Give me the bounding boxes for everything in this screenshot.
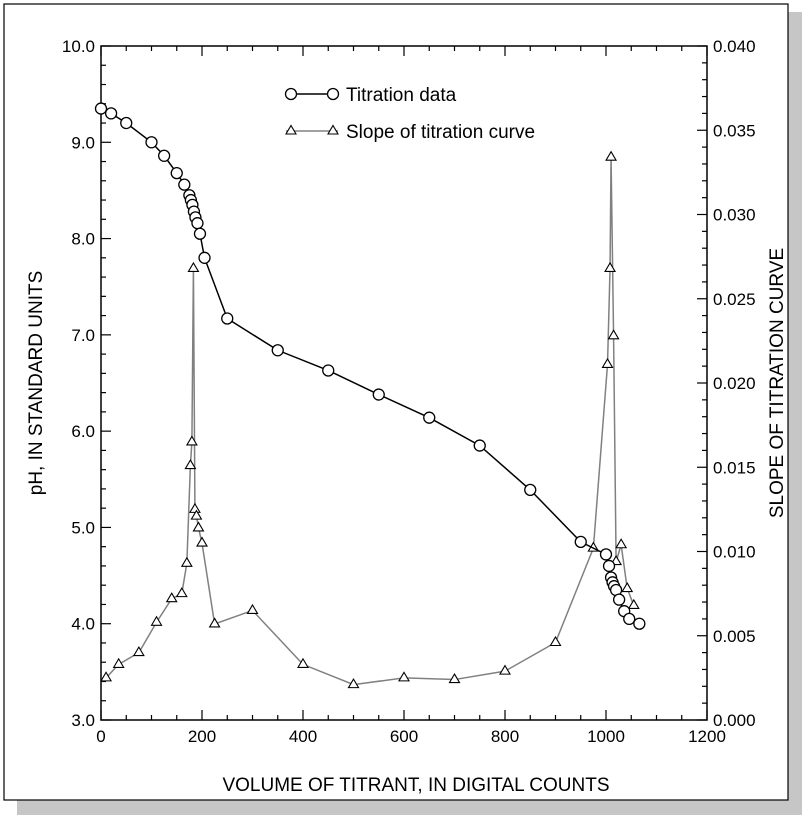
slope-point	[165, 592, 178, 603]
titration-point	[372, 388, 385, 401]
y2-tick-label: 0.015	[713, 458, 756, 477]
titration-point	[271, 344, 284, 357]
slope-point	[100, 671, 113, 682]
slope-point	[297, 657, 309, 668]
titration-point	[524, 483, 537, 497]
y-tick-label: 5.0	[71, 518, 95, 537]
legend: Titration data Slope of titration curve	[284, 85, 535, 143]
y2-tick-label: 0.030	[713, 206, 756, 225]
y2-tick-label: 0.000	[713, 711, 756, 730]
y2-tick-label: 0.025	[713, 290, 756, 309]
slope-point	[180, 556, 193, 567]
slope-point	[398, 671, 410, 682]
titration-point	[120, 116, 133, 130]
slope-point	[185, 435, 198, 446]
slope-point	[196, 536, 208, 547]
titration-point	[623, 612, 636, 626]
y-tick-label: 7.0	[71, 326, 95, 345]
titration-point	[473, 439, 486, 452]
frame-shadow-side	[788, 12, 802, 815]
y-tick-label: 10.0	[62, 37, 95, 56]
titration-point	[602, 559, 616, 573]
x-tick-label: 400	[289, 727, 317, 746]
y-tick-label: 6.0	[71, 422, 95, 441]
titration-point	[599, 548, 613, 561]
slope-point	[175, 587, 188, 598]
slope-point	[187, 261, 200, 272]
x-tick-labels: 0 200 400 600 800 1000 1200	[96, 727, 726, 746]
slope-point	[184, 458, 197, 470]
slope-series	[100, 150, 640, 689]
axis-ticks	[100, 45, 708, 721]
y2-tick-labels: 0.000 0.005 0.010 0.015 0.020 0.025 0.030 0.035…	[713, 37, 756, 730]
legend-label-titration: Titration data	[346, 85, 457, 106]
x-tick-label: 800	[491, 727, 519, 746]
y-tick-label: 8.0	[71, 230, 95, 249]
slope-point	[208, 617, 221, 628]
titration-point	[170, 166, 183, 180]
titration-point	[423, 411, 436, 424]
slope-point	[190, 509, 203, 520]
titration-point	[574, 535, 587, 549]
x-tick-label: 1000	[587, 727, 625, 746]
titration-point	[198, 251, 211, 264]
y2-tick-label: 0.010	[713, 543, 756, 562]
x-tick-label: 600	[390, 727, 418, 746]
slope-point	[615, 538, 628, 549]
titration-point	[633, 617, 646, 630]
y2-tick-label: 0.035	[713, 121, 756, 140]
y-axis-title: pH, IN STANDARD UNITS	[26, 271, 47, 496]
x-tick-label: 1200	[688, 727, 726, 746]
slope-point	[150, 615, 163, 626]
titration-point	[178, 178, 191, 191]
titration-point	[104, 107, 118, 120]
slope-point	[621, 581, 634, 593]
slope-point	[112, 657, 125, 668]
y2-tick-label: 0.020	[713, 374, 756, 393]
slope-point	[607, 329, 620, 340]
slope-point	[347, 678, 360, 689]
titration-point	[157, 149, 171, 162]
slope-point	[246, 603, 259, 615]
x-tick-label: 0	[96, 727, 105, 746]
x-axis-title: VOLUME OF TITRANT, IN DIGITAL COUNTS	[222, 775, 609, 796]
y-tick-label: 9.0	[71, 133, 95, 152]
titration-point	[145, 136, 158, 149]
titration-series	[94, 102, 646, 630]
titration-point	[191, 217, 204, 230]
x-tick-label: 200	[188, 727, 216, 746]
slope-point	[132, 646, 145, 657]
y2-tick-label: 0.005	[713, 627, 756, 646]
frame-shadow	[17, 800, 802, 815]
titration-point	[94, 102, 108, 115]
legend-item-titration: Titration data	[284, 85, 457, 106]
slope-point	[448, 672, 461, 684]
slope-point	[549, 635, 562, 647]
titration-point	[221, 312, 234, 325]
titration-point	[193, 227, 207, 240]
y2-axis-title: SLOPE OF TITRATION CURVE	[767, 248, 788, 518]
slope-point	[499, 664, 511, 675]
legend-item-slope: Slope of titration curve	[285, 122, 535, 143]
legend-label-slope: Slope of titration curve	[346, 122, 535, 143]
y-tick-labels: 3.0 4.0 5.0 6.0 7.0 8.0 9.0 10.0	[62, 37, 95, 730]
titration-point	[612, 593, 626, 606]
slope-point	[605, 150, 618, 161]
y-tick-label: 4.0	[71, 615, 95, 634]
titration-point	[322, 364, 335, 377]
y-tick-label: 3.0	[71, 711, 95, 730]
slope-point	[192, 521, 205, 532]
y2-tick-label: 0.040	[713, 37, 756, 56]
slope-point	[627, 598, 640, 609]
slope-point	[604, 261, 617, 272]
slope-point	[601, 357, 614, 369]
